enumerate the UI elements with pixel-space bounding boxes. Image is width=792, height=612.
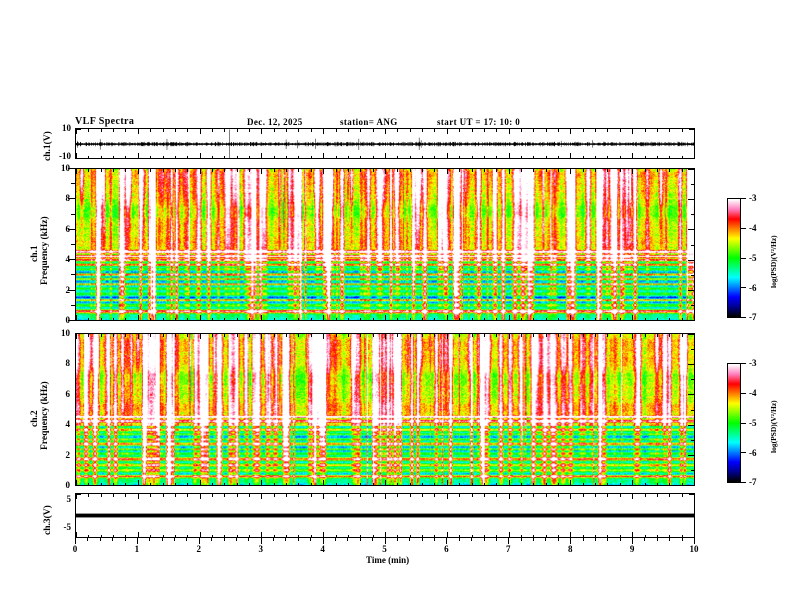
colorbar-ch2-label: log(PSD)(V²/Hz) bbox=[769, 400, 778, 453]
cbar1-tick--5: -5 bbox=[749, 253, 757, 263]
ch1-freq-tick-0: 0 bbox=[65, 315, 71, 325]
ch1-freq-tick-10: 10 bbox=[61, 163, 70, 173]
x-tick-label: 10 bbox=[689, 544, 699, 554]
ch1-freq-tick-8: 8 bbox=[65, 193, 71, 203]
ch3-volt-axis-label: ch.3(V) bbox=[43, 505, 53, 535]
cbar1-tick--6: -6 bbox=[749, 283, 757, 293]
x-tick-label: 0 bbox=[72, 544, 78, 554]
x-tick-label: 2 bbox=[196, 544, 202, 554]
colorbar-ch1 bbox=[727, 198, 741, 318]
x-tick-label: 1 bbox=[134, 544, 140, 554]
cbar1-tick--7: -7 bbox=[749, 312, 757, 322]
ch3-volt-tick-top: 5 bbox=[66, 494, 72, 504]
colorbar-ch2-ticks bbox=[741, 363, 747, 483]
x-tick-label: 8 bbox=[567, 544, 573, 554]
ch2-freq-tick-0: 0 bbox=[65, 480, 71, 490]
figure-title: VLF Spectra bbox=[75, 116, 135, 127]
station-label: station= ANG bbox=[340, 117, 398, 127]
ch1-spectrogram-yticks bbox=[60, 168, 75, 321]
ch3-waveform-panel bbox=[75, 493, 695, 538]
cbar2-tick--3: -3 bbox=[749, 358, 757, 368]
ch2-freq-tick-10: 10 bbox=[61, 328, 70, 338]
ch1-volt-tick-bottom: -10 bbox=[59, 151, 71, 161]
ch2-freq-tick-2: 2 bbox=[65, 450, 71, 460]
cbar2-tick--6: -6 bbox=[749, 448, 757, 458]
x-tick-label: 3 bbox=[258, 544, 263, 554]
ch1-volt-tick-top: 10 bbox=[62, 123, 71, 133]
colorbar-ch2 bbox=[727, 363, 741, 483]
x-tick-label: 4 bbox=[320, 544, 325, 554]
cbar1-tick--3: -3 bbox=[749, 193, 757, 203]
cbar1-tick--4: -4 bbox=[749, 223, 757, 233]
ch1-freq-tick-6: 6 bbox=[65, 224, 71, 234]
cbar2-tick--7: -7 bbox=[749, 477, 757, 487]
x-tick-label: 6 bbox=[444, 544, 449, 554]
ch2-freq-tick-6: 6 bbox=[65, 389, 71, 399]
x-axis-label: Time (min) bbox=[366, 555, 410, 565]
ch1-freq-tick-2: 2 bbox=[65, 285, 71, 295]
start-ut-label: start UT = 17: 10: 0 bbox=[437, 117, 521, 127]
ch2-frequency-axis-label: Frequency (kHz) bbox=[40, 381, 50, 450]
ch1-waveform-panel bbox=[75, 128, 695, 159]
ch2-freq-tick-8: 8 bbox=[65, 358, 71, 368]
x-tick-label: 7 bbox=[506, 544, 511, 554]
ch1-volt-axis-label: ch.1(V) bbox=[43, 131, 53, 161]
x-tick-label: 9 bbox=[629, 544, 635, 554]
ch2-spectrogram-panel bbox=[75, 333, 695, 486]
colorbar-ch1-ticks bbox=[741, 198, 747, 318]
figure-date: Dec. 12, 2025 bbox=[247, 117, 303, 127]
ch1-spectrogram-panel bbox=[75, 168, 695, 321]
colorbar-ch1-label: log(PSD)(V²/Hz) bbox=[769, 235, 778, 288]
cbar2-tick--5: -5 bbox=[749, 418, 757, 428]
ch1-frequency-axis-label: Frequency (kHz) bbox=[40, 216, 50, 285]
cbar2-tick--4: -4 bbox=[749, 388, 757, 398]
ch3-volt-tick-bottom: -5 bbox=[63, 522, 72, 532]
ch2-freq-tick-4: 4 bbox=[65, 419, 71, 429]
ch1-freq-tick-4: 4 bbox=[65, 254, 71, 264]
x-tick-label: 5 bbox=[382, 544, 387, 554]
